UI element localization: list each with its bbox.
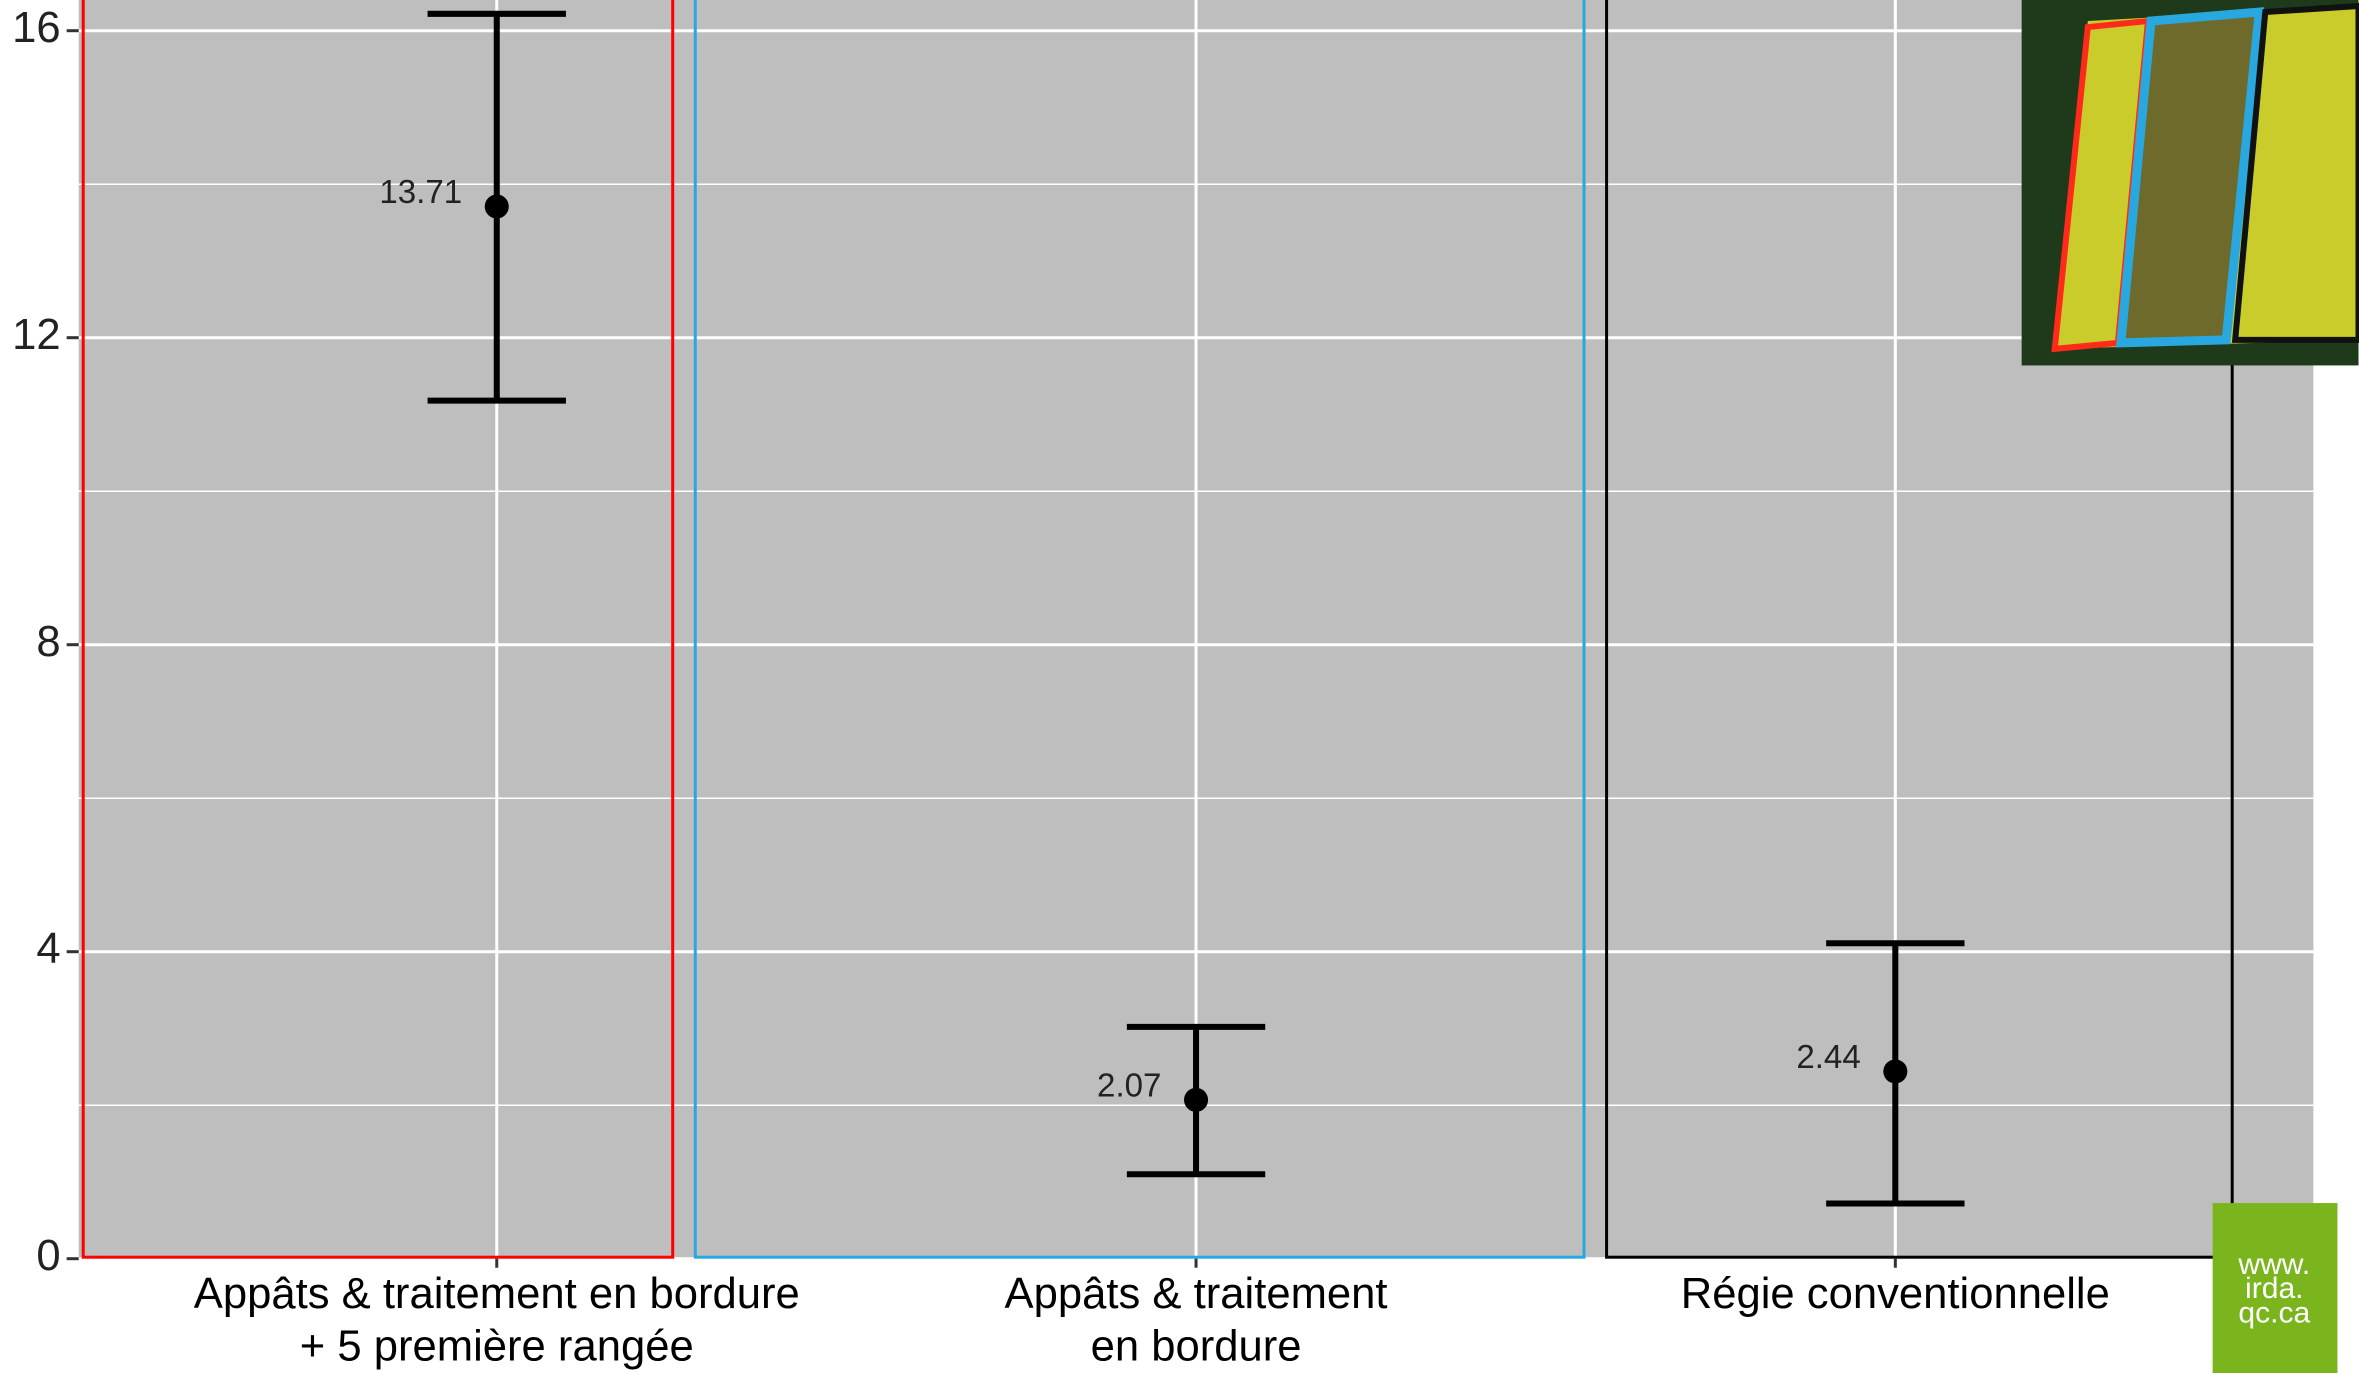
logo-text: irda. [2245, 1272, 2303, 1305]
point [484, 194, 509, 219]
group-box [81, 0, 675, 1259]
x-tick-label: Appâts & traitement en bordure [194, 1270, 800, 1318]
y-tick-label: 8 [36, 618, 60, 666]
value-label: 2.44 [1796, 1039, 1860, 1076]
x-tick-label: en bordure [1091, 1322, 1302, 1370]
x-tick-label: Régie conventionnelle [1681, 1270, 2110, 1318]
value-label: 2.07 [1097, 1068, 1161, 1105]
logo: www. irda. qc.ca [2212, 1203, 2338, 1373]
point [1883, 1059, 1908, 1084]
grid [78, 0, 2314, 1261]
group-box [693, 0, 1586, 1259]
y-tick-label: 0 [36, 1232, 60, 1280]
inset-photo [2021, 0, 2359, 366]
y-tick-label: 16 [12, 4, 61, 52]
logo-text: qc.ca [2238, 1296, 2310, 1329]
value-label: 13.71 [379, 174, 462, 211]
point [1184, 1087, 1209, 1112]
marks: 13.71 2.07 2.44 [379, 10, 1965, 1207]
logo-text: www. [2237, 1248, 2310, 1281]
y-tick-label: 4 [36, 925, 60, 973]
group-box [1605, 0, 2234, 1259]
x-tick-label: + 5 première rangée [300, 1322, 694, 1370]
y-tick-label: 12 [12, 311, 61, 359]
x-tick-label: Appâts & traitement [1005, 1270, 1388, 1318]
